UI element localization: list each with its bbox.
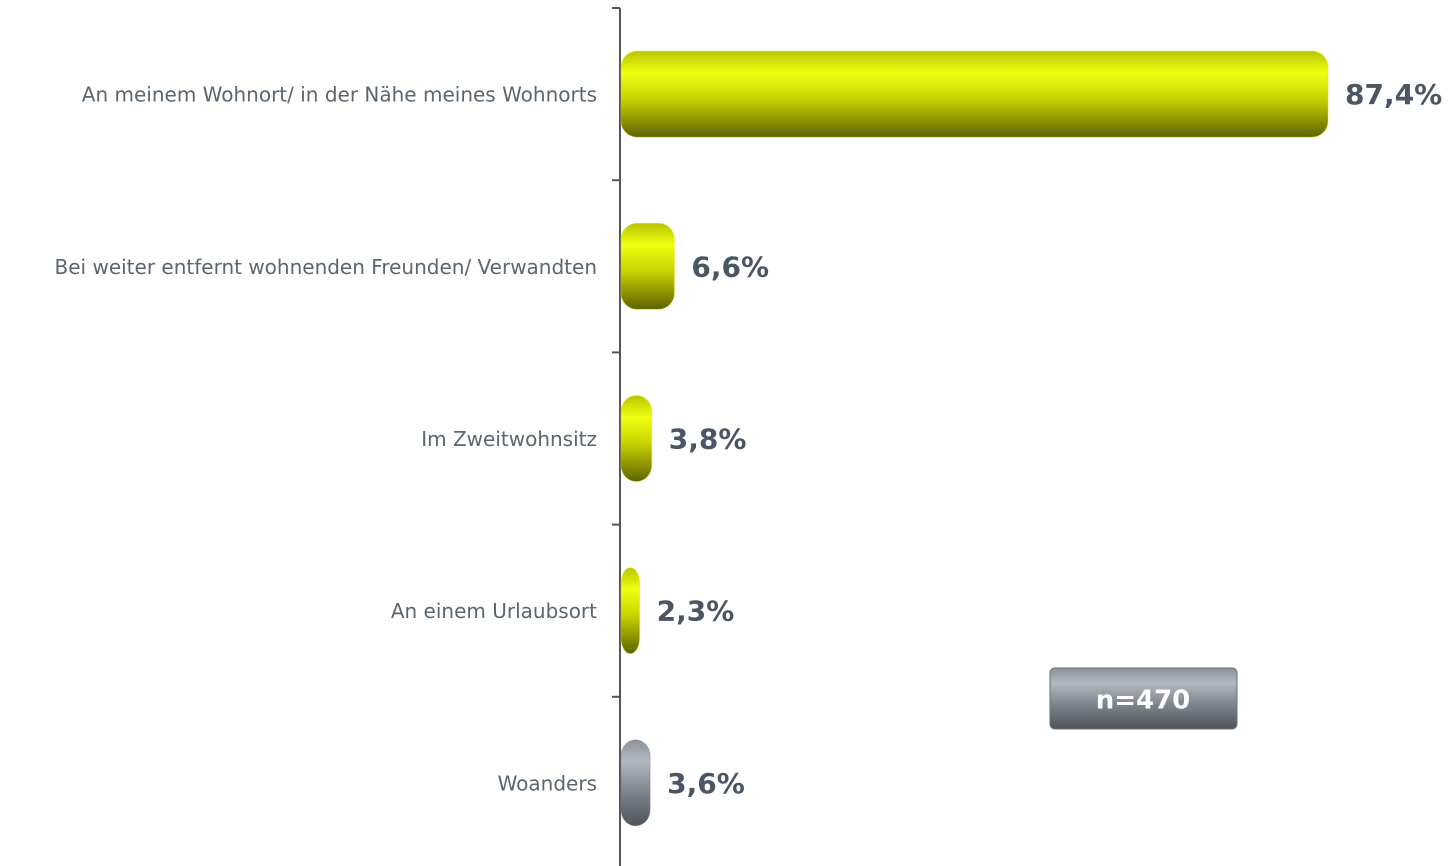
category-label: Woanders [498, 771, 597, 795]
value-label: 2,3% [657, 595, 735, 628]
note-box: n=470 [1049, 667, 1238, 730]
bar [620, 739, 651, 827]
value-label: 3,6% [667, 767, 745, 800]
category-label: Im Zweitwohnsitz [421, 427, 597, 451]
bar [620, 50, 1329, 138]
value-label: 3,8% [669, 423, 747, 456]
bar [620, 222, 675, 310]
bar [620, 567, 641, 655]
category-label: An einem Urlaubsort [391, 599, 597, 623]
bar [620, 395, 653, 482]
category-label: An meinem Wohnort/ in der Nähe meines Wo… [82, 83, 597, 107]
annotation: n=470 [1096, 686, 1191, 716]
value-label: 87,4% [1345, 78, 1442, 111]
category-label: Bei weiter entfernt wohnenden Freunden/ … [55, 255, 597, 279]
note-background [1049, 667, 1238, 730]
value-label: 6,6% [691, 250, 769, 283]
